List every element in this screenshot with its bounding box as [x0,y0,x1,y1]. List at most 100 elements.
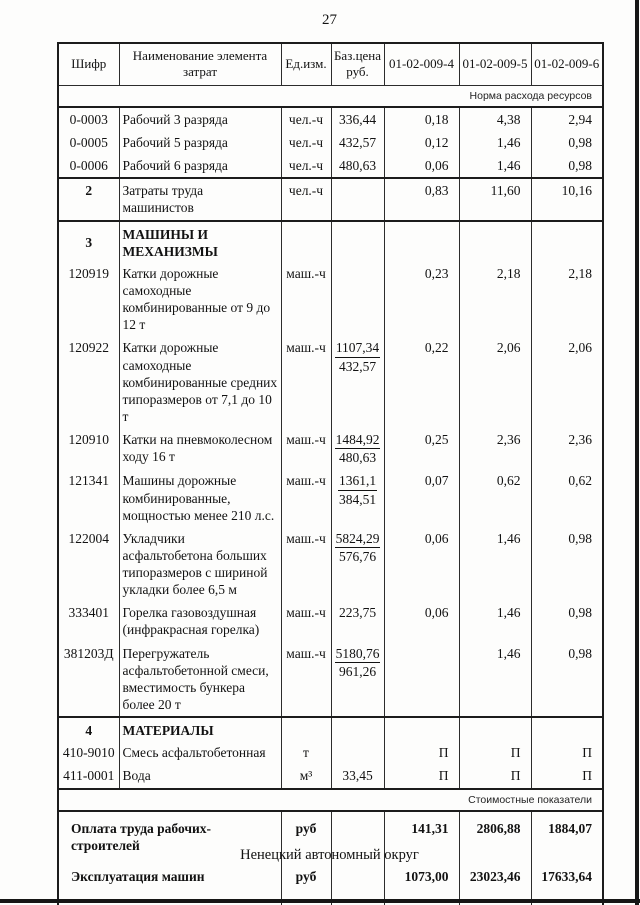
base-price-fraction: 5180,76 961,26 [334,645,381,679]
cell-name: Затраты труда машинистов [119,177,282,221]
cell-base-price: 5824,29 576,76 [331,526,385,602]
cost-row-base [331,860,385,892]
cell-code: 4 [58,716,120,742]
cell-norm-5: 1,46 [459,130,532,155]
cell-base-price: 33,45 [331,764,385,789]
cell-norm-6: П [582,768,592,784]
cell-norm-5: 2,06 [459,336,532,429]
cell-name: Рабочий 6 разряда [119,154,282,179]
cell-name: Машины дорожные комбинированные, мощност… [119,469,282,527]
cell-norm-5: 0,62 [459,469,532,527]
base-price-fraction: 1107,34 432,57 [334,340,381,374]
cell-norm-4: 0,07 [384,469,460,527]
cell-base-price: 223,75 [331,601,385,642]
cell-norm-5: 1,46 [459,526,532,602]
cell-norm-5 [459,716,532,742]
table-row: 381203Д Перегружатель асфальтобетонной см… [58,641,603,718]
base-price-fraction: 1361,1 384,51 [337,473,378,507]
cell-norm-4: 0,12 [384,130,460,155]
table-row: 120922 Катки дорожные самоходные комбинир… [58,336,603,429]
cost-row-label: Эксплуатация машин [58,860,282,892]
cell-unit: маш.-ч [281,428,332,470]
cell-norm-6: 2,94 [568,111,592,127]
cost-row-value-6: 17633,64 [541,869,592,885]
cell-norm-4 [384,219,460,262]
cell-norm-5: П [459,741,532,765]
cell-unit: т [281,741,332,765]
cell-norm-6: 0,98 [568,530,592,546]
table-row: 410-9010 Смесь асфальтобетонная т П П П [58,741,603,765]
table-row: 121341 Машины дорожные комбинированные, м… [58,469,603,527]
cell-unit: маш.-ч [281,261,332,337]
cell-norm-6: 2,06 [568,340,592,356]
cell-name: Рабочий 3 разряда [119,106,282,131]
cell-code: 120922 [58,336,120,429]
table-row: 2 Затраты труда машинистов чел.-ч 0,83 11,60… [58,177,603,221]
table-row: 4 МАТЕРИАЛЫ [58,716,603,742]
cell-norm-6: 2,18 [568,265,592,281]
table-row: 122004 Укладчики асфальтобетона больших т… [58,526,603,602]
cell-norm-4: 0,06 [384,154,460,179]
cost-row: Оплата труда рабочих-строителей руб 141,31… [58,810,603,861]
cell-norm-4: 0,06 [384,526,460,602]
cell-norm-5: 2,36 [459,428,532,470]
cell-base-price: 432,57 [331,130,385,155]
cost-row: Эксплуатация машин руб 1073,00 23023,46 1763… [58,860,603,892]
cell-code: 2 [58,177,120,221]
col-header-code: Шифр [57,42,120,86]
table-header-row: Шифр Наименование элемента затрат Ед.изм… [57,42,604,86]
cell-norm-5: 1,46 [459,154,532,179]
cell-code: 3 [58,219,120,262]
scan-edge-right [635,0,639,905]
cell-base-price: 5180,76 961,26 [331,641,385,718]
cell-norm-6: 10,16 [531,177,603,221]
cell-unit [281,716,332,742]
cost-row-unit: руб [281,860,332,892]
cell-code: 121341 [58,469,120,527]
cell-base-price: 480,63 [331,154,385,179]
col-header-norm-6: 01-02-009-6 [530,42,604,86]
cell-norm-5: 1,46 [459,641,532,718]
cell-name: Катки дорожные самоходные комбинированны… [119,261,282,337]
cell-norm-5: 11,60 [459,177,532,221]
cell-name: Катки дорожные самоходные комбинированны… [119,336,282,429]
cost-row-value-6: 1884,07 [548,820,592,836]
cell-base-price [331,261,385,337]
cell-base-price [331,177,385,221]
cost-row-unit: руб [281,810,332,861]
col-header-name: Наименование элемента затрат [118,42,282,86]
cell-base-price [331,219,385,262]
cell-base-price: 1361,1 384,51 [331,469,385,527]
table-row: 333401 Горелка газовоздушная (инфракрасна… [58,601,603,642]
cell-unit: м³ [281,764,332,789]
region-footer-label: Ненецкий автономный округ [240,847,419,863]
col-header-unit: Ед.изм. [280,42,332,86]
estimate-table-head: Шифр Наименование элемента затрат Ед.изм… [57,42,604,108]
cost-row-base [331,810,385,861]
col-header-norm-4: 01-02-009-4 [383,42,460,86]
cell-code: 120910 [58,428,120,470]
cell-code: 333401 [58,601,120,642]
table-row: 3 МАШИНЫ И МЕХАНИЗМЫ [58,219,603,262]
cell-unit [281,219,332,262]
cell-norm-6: 0,98 [568,645,592,661]
estimate-table-body: 0-0003 Рабочий 3 разряда чел.-ч 336,44 0,18 4… [58,106,603,789]
cell-norm-5: 1,46 [459,601,532,642]
cell-name: Смесь асфальтобетонная [119,741,282,765]
cost-table-body: Оплата труда рабочих-строителей руб 141,31… [58,810,603,905]
cost-row-value-4: 141,31 [384,810,460,861]
cell-norm-4: П [384,764,460,789]
cell-norm-5 [459,219,532,262]
table-row: 0-0006 Рабочий 6 разряда чел.-ч 480,63 0,06 1… [58,154,603,179]
cell-base-price: 1107,34 432,57 [331,336,385,429]
cost-row-value-5: 23023,46 [459,860,532,892]
cell-name: Горелка газовоздушная (инфракрасная горе… [119,601,282,642]
norm-section-label: Норма расхода ресурсов [58,85,603,108]
cell-base-price: 1484,92 480,63 [331,428,385,470]
cost-section-row: Стоимостные показатели [58,787,603,812]
cell-code: 122004 [58,526,120,602]
cell-norm-6: 2,36 [568,432,592,448]
cell-unit: чел.-ч [281,154,332,179]
